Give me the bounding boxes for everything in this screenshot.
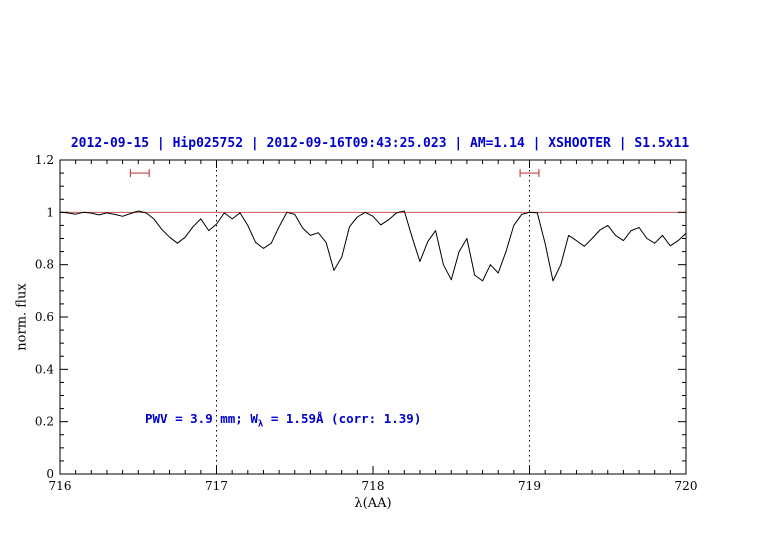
annotation-text-1: PWV = 3.9 mm; W	[145, 411, 258, 426]
y-tick-label: 0.4	[35, 362, 54, 376]
range-marker	[129, 169, 150, 178]
x-axis-label: λ(AA)	[354, 496, 392, 511]
x-tick-label: 717	[205, 479, 228, 493]
y-tick-label: 0.8	[35, 258, 54, 272]
annotation-text-2: = 1.59Å (corr: 1.39)	[263, 411, 422, 426]
y-tick-label: 1.2	[35, 153, 54, 167]
x-tick-label: 720	[675, 479, 698, 493]
x-tick-label: 716	[49, 479, 72, 493]
y-axis-label: norm. flux	[14, 283, 30, 351]
x-tick-label: 718	[362, 479, 385, 493]
pwv-annotation: PWV = 3.9 mm; Wλ = 1.59Å (corr: 1.39)	[145, 411, 421, 430]
y-tick-label: 0.2	[35, 415, 54, 429]
y-tick-label: 0.6	[35, 310, 54, 324]
annotation-subscript: λ	[257, 419, 264, 430]
y-tick-label: 0	[46, 467, 54, 481]
spectrum-line	[59, 210, 687, 282]
plot-title: 2012-09-15 | Hip025752 | 2012-09-16T09:4…	[70, 136, 690, 151]
range-marker	[519, 169, 540, 178]
x-tick-label: 719	[518, 479, 541, 493]
y-tick-label: 1	[46, 205, 54, 219]
axis-ticks	[59, 159, 687, 475]
